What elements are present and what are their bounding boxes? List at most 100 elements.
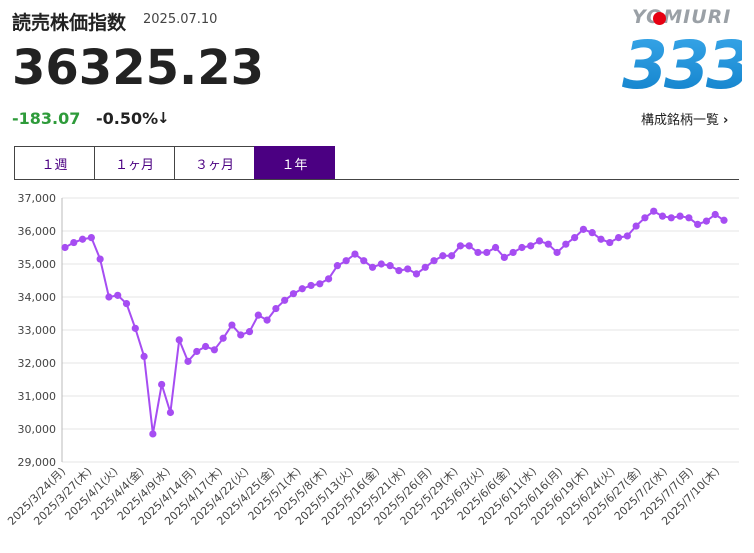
data-point: [316, 280, 324, 288]
data-point: [527, 242, 535, 250]
index-date: 2025.07.10: [143, 12, 218, 27]
y-tick-label: 33,000: [18, 324, 57, 337]
data-point: [667, 214, 675, 222]
data-point: [263, 316, 271, 324]
data-point: [623, 232, 631, 240]
data-point: [272, 304, 280, 313]
y-tick-label: 34,000: [18, 291, 57, 304]
data-point: [114, 291, 122, 299]
data-point: [158, 380, 166, 389]
data-point: [702, 217, 711, 225]
data-point: [711, 210, 719, 219]
data-point: [122, 300, 131, 308]
logo-wordmark: YOMIURI: [632, 6, 732, 28]
y-tick-label: 32,000: [18, 357, 57, 370]
data-point: [553, 248, 561, 257]
data-point: [228, 321, 236, 329]
data-point: [614, 234, 623, 242]
data-point: [650, 207, 658, 215]
data-point: [491, 243, 500, 252]
y-tick-label: 29,000: [18, 456, 57, 469]
data-point: [254, 311, 262, 319]
y-tick-label: 30,000: [18, 423, 57, 436]
y-tick-label: 31,000: [18, 390, 57, 403]
data-point: [245, 328, 254, 336]
data-point: [175, 336, 183, 344]
data-point: [509, 248, 517, 257]
data-point: [500, 253, 508, 261]
data-point: [474, 248, 482, 257]
data-point: [281, 296, 289, 304]
data-point: [404, 265, 412, 273]
data-point: [201, 342, 210, 351]
data-point: [298, 285, 306, 293]
price-change-percent: -0.50%: [96, 109, 159, 128]
data-point: [351, 250, 359, 258]
data-point: [535, 237, 544, 245]
logo-number: 333: [622, 32, 742, 94]
data-point: [588, 229, 596, 237]
data-point: [184, 357, 192, 365]
constituents-label: 構成銘柄一覧: [641, 113, 720, 128]
data-point: [140, 352, 148, 360]
data-point: [562, 240, 570, 248]
logo-333-graphic: 333: [622, 32, 742, 94]
y-tick-label: 36,000: [18, 225, 57, 238]
data-point: [483, 248, 491, 257]
data-point: [131, 324, 139, 332]
data-point: [439, 252, 447, 260]
data-point: [360, 257, 368, 265]
data-point: [61, 243, 69, 252]
index-title: 読売株価指数: [12, 12, 127, 34]
price-change: -183.07: [12, 109, 81, 128]
y-tick-label: 35,000: [18, 258, 57, 271]
data-point: [641, 214, 649, 222]
data-point: [166, 408, 175, 417]
data-point: [606, 238, 614, 247]
tab-1-month[interactable]: １ヶ月: [94, 146, 175, 180]
tab-1-week[interactable]: １週: [14, 146, 95, 180]
data-point: [658, 212, 667, 220]
data-point: [720, 216, 728, 224]
data-point: [395, 267, 403, 275]
data-point: [105, 293, 113, 301]
data-point: [307, 281, 315, 290]
data-point: [377, 260, 385, 268]
data-point: [193, 347, 201, 356]
constituents-link[interactable]: 構成銘柄一覧 ›: [641, 109, 728, 128]
data-point: [465, 242, 473, 250]
data-point: [96, 255, 104, 263]
logo-red-dot: [653, 12, 666, 25]
chevron-right-icon: ›: [723, 113, 729, 128]
data-point: [676, 212, 684, 220]
down-arrow-icon: ↓: [157, 109, 170, 127]
data-point: [78, 235, 87, 243]
data-point: [219, 334, 227, 342]
data-point: [597, 235, 605, 243]
data-point: [579, 225, 588, 233]
data-point: [456, 242, 464, 250]
data-point: [386, 262, 394, 270]
data-point: [518, 243, 526, 252]
tab-3-months[interactable]: ３ヶ月: [174, 146, 255, 180]
data-point: [421, 263, 429, 271]
data-point: [430, 257, 438, 265]
price-line-chart: 29,000 30,000 31,000 32,000 33,000 34,000 35,0…: [5, 192, 739, 528]
series-line: [64, 210, 725, 435]
data-point: [325, 275, 333, 283]
y-tick-label: 37,000: [18, 192, 57, 205]
tabs-underline: [14, 179, 739, 180]
data-point: [70, 238, 78, 247]
data-point: [571, 234, 579, 242]
data-point: [448, 252, 456, 260]
period-tabs: １週 １ヶ月 ３ヶ月 １年: [14, 146, 335, 180]
data-point: [149, 430, 157, 438]
data-point: [333, 262, 341, 270]
data-point: [210, 346, 218, 354]
data-point: [632, 222, 640, 230]
data-point: [342, 257, 350, 265]
index-price: 36325.23: [12, 40, 265, 96]
data-point: [237, 331, 245, 339]
data-point: [412, 270, 421, 278]
tab-1-year[interactable]: １年: [254, 146, 335, 180]
